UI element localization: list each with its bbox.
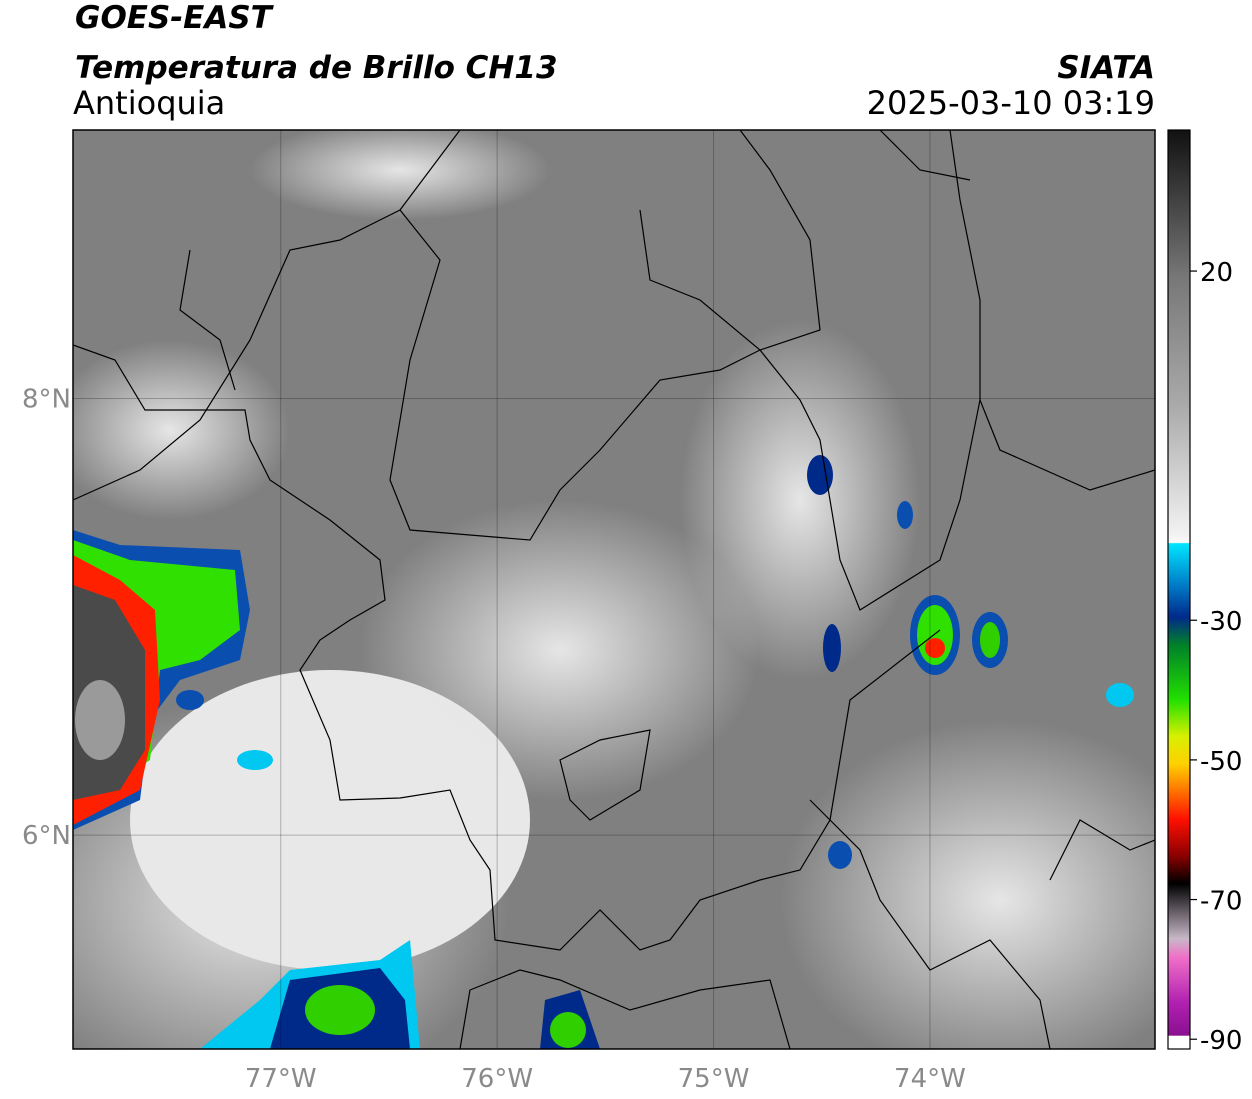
lon-tick-label: 77°W bbox=[245, 1064, 317, 1094]
colorbar-tick-label: 20 bbox=[1200, 258, 1233, 288]
lon-tick-label: 75°W bbox=[678, 1064, 750, 1094]
source: SIATA bbox=[1057, 50, 1155, 86]
colorbar-tick-label: -90 bbox=[1200, 1026, 1242, 1056]
colorbar-tick-label: -50 bbox=[1200, 747, 1242, 777]
colorbar-tick-label: -30 bbox=[1200, 607, 1242, 637]
title: GOES-EAST bbox=[75, 0, 275, 36]
datetime: 2025-03-10 03:19 bbox=[867, 84, 1155, 122]
colorbar bbox=[1167, 129, 1191, 1050]
lat-tick-label: 6°N bbox=[22, 821, 71, 851]
lon-tick-label: 74°W bbox=[894, 1064, 966, 1094]
subtitle: Temperatura de Brillo CH13 bbox=[75, 50, 558, 86]
colorbar-tick-label: -70 bbox=[1200, 887, 1242, 917]
satellite-image bbox=[73, 130, 1155, 1049]
map-frame bbox=[72, 129, 1156, 1050]
lat-tick-label: 8°N bbox=[22, 384, 71, 414]
lon-tick-label: 76°W bbox=[461, 1064, 533, 1094]
region: Antioquia bbox=[73, 84, 225, 122]
